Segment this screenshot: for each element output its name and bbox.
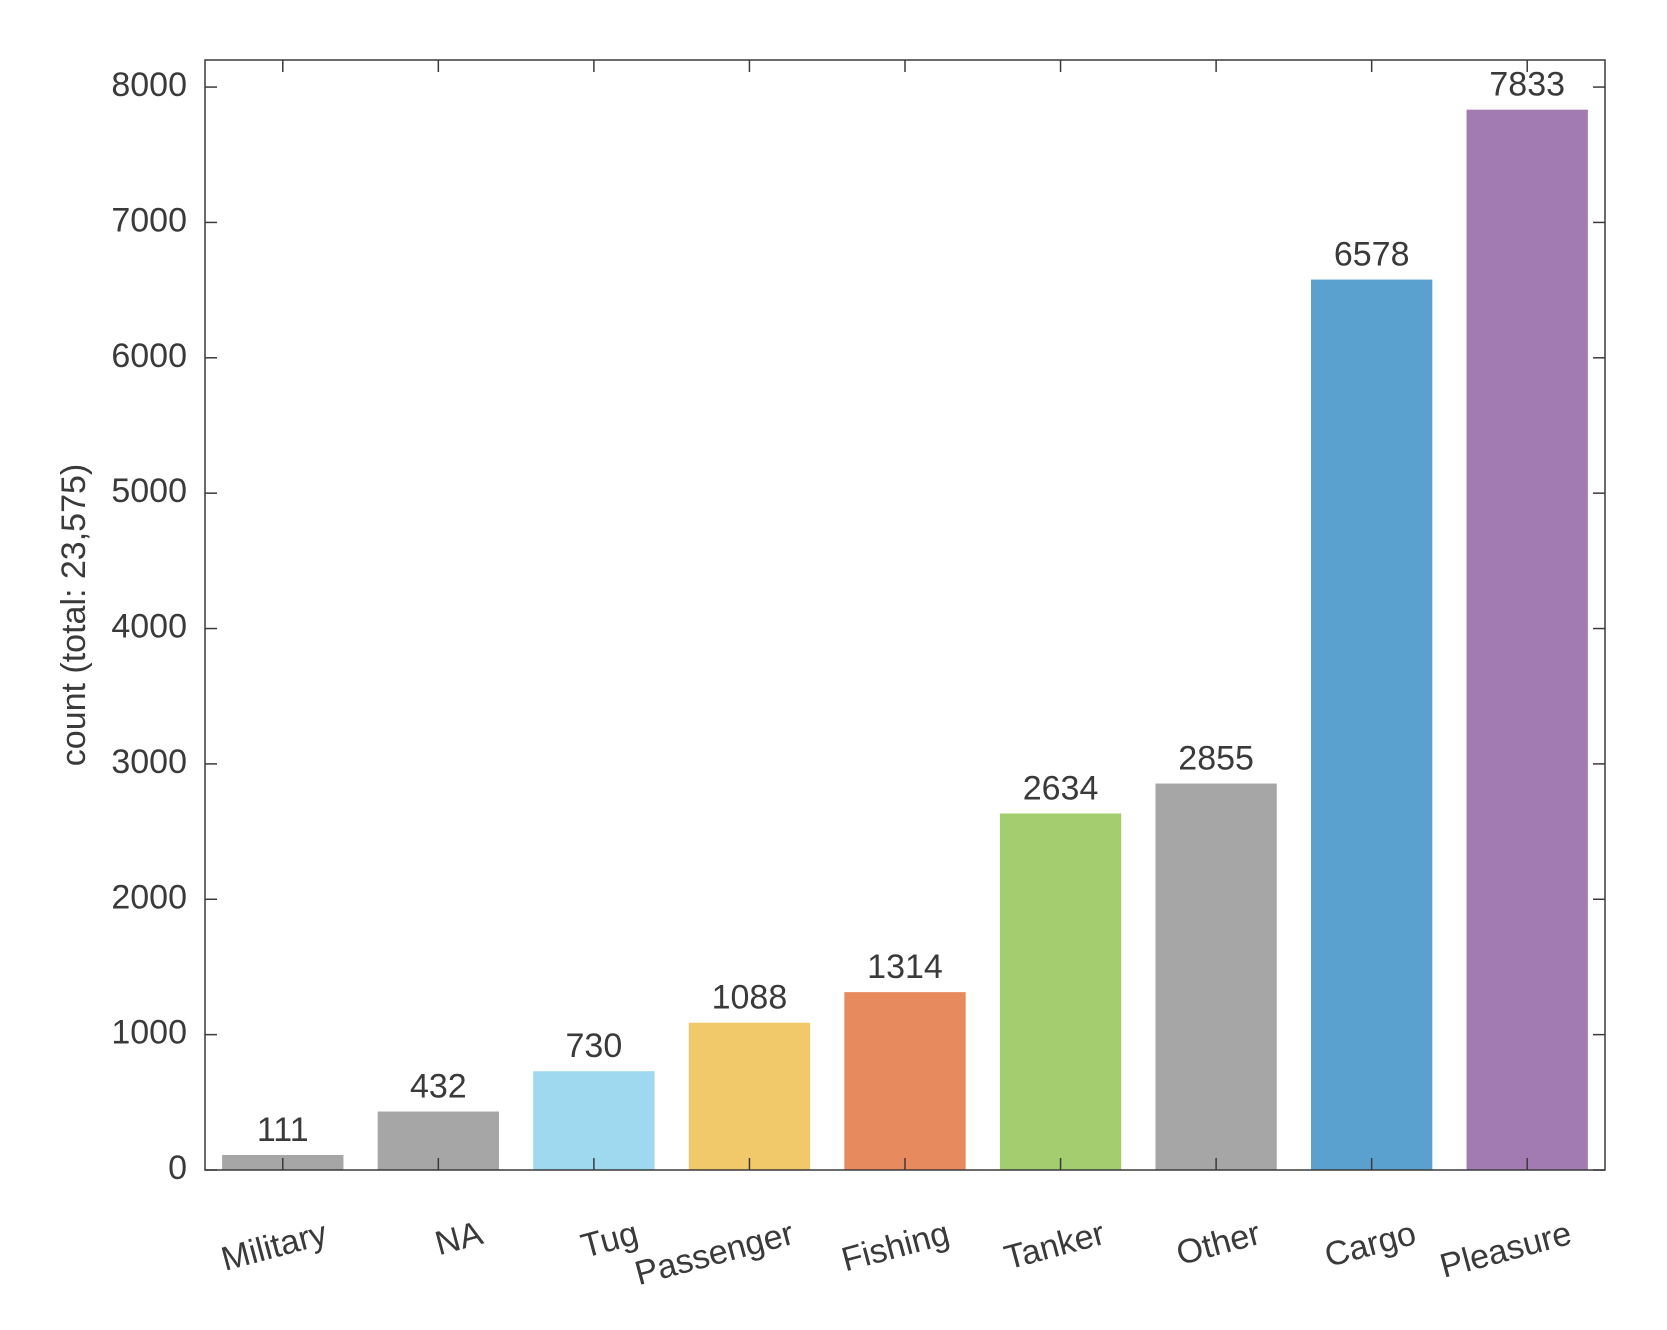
y-tick-label: 3000 (111, 743, 187, 781)
bar (1155, 784, 1276, 1170)
bar-value-label: 111 (257, 1111, 309, 1149)
bar-value-label: 432 (410, 1068, 467, 1106)
y-tick-label: 4000 (111, 608, 187, 646)
bar (533, 1071, 654, 1170)
y-tick-label: 5000 (111, 472, 187, 510)
y-tick-label: 8000 (111, 66, 187, 104)
y-tick-label: 0 (168, 1149, 187, 1187)
y-axis-label: count (total: 23,575) (55, 464, 93, 766)
bar-value-label: 730 (566, 1027, 623, 1065)
bar (1311, 280, 1432, 1170)
bar-chart: 010002000300040005000600070008000111Mili… (0, 0, 1667, 1330)
y-tick-label: 1000 (111, 1014, 187, 1052)
y-tick-label: 7000 (111, 201, 187, 239)
bar-value-label: 2855 (1178, 740, 1254, 778)
bar-value-label: 6578 (1334, 236, 1410, 274)
bar (1467, 110, 1588, 1170)
bar-value-label: 1314 (867, 948, 943, 986)
bar (844, 992, 965, 1170)
chart-svg: 010002000300040005000600070008000111Mili… (0, 0, 1667, 1330)
bar (689, 1023, 810, 1170)
bar (1000, 813, 1121, 1170)
y-tick-label: 2000 (111, 878, 187, 916)
bar-value-label: 2634 (1023, 769, 1099, 807)
bar-value-label: 1088 (712, 979, 788, 1017)
y-tick-label: 6000 (111, 337, 187, 375)
